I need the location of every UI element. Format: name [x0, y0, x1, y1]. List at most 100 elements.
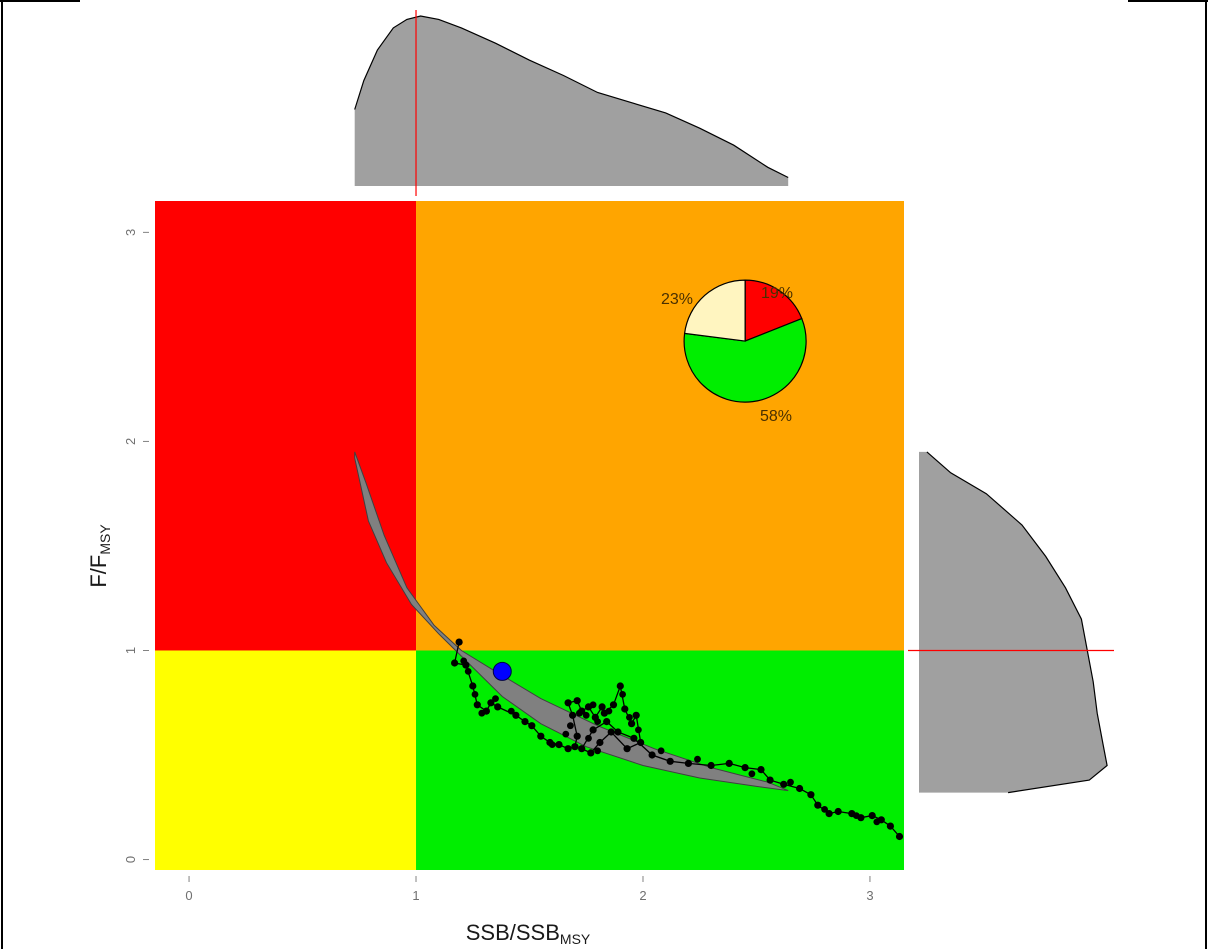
trajectory-point — [630, 734, 638, 742]
trajectory-marker — [460, 657, 468, 665]
trajectory-marker — [873, 818, 881, 826]
trajectory-point — [825, 810, 833, 818]
trajectory-marker — [576, 709, 583, 717]
trajectory-point — [684, 759, 693, 768]
trajectory-point — [868, 812, 876, 820]
trajectory-point — [455, 638, 463, 646]
trajectory-point — [521, 718, 529, 726]
trajectory-point — [807, 791, 815, 799]
trajectory-point — [637, 738, 645, 747]
trajectory-marker — [471, 691, 479, 698]
trajectory-marker — [852, 812, 860, 819]
trajectory-marker — [657, 747, 665, 755]
y-tick-label: 1 — [123, 647, 138, 654]
trajectory-point — [589, 726, 597, 734]
pie-slice — [744, 279, 803, 342]
trajectory-point — [886, 822, 895, 830]
trajectory-marker — [562, 730, 570, 738]
trajectory-point — [571, 743, 579, 751]
trajectory-point — [528, 722, 536, 730]
trajectory-marker — [694, 755, 701, 763]
trajectory-marker — [585, 734, 592, 742]
trajectory-point — [494, 703, 502, 711]
trajectory-marker — [548, 741, 556, 748]
f-marginal-density — [908, 451, 1114, 794]
trajectory-point — [564, 699, 572, 707]
trajectory-point — [607, 728, 615, 736]
trajectory-point — [603, 718, 611, 726]
trajectory-point — [621, 705, 629, 713]
trajectory-point — [573, 697, 581, 705]
trajectory-point — [469, 682, 477, 690]
trajectory-point — [623, 745, 631, 753]
y-tick-label: 2 — [123, 438, 138, 445]
quadrant-overfished-overfishing — [155, 201, 417, 651]
trajectory-point — [814, 801, 822, 809]
ssb-density-fill — [354, 16, 789, 186]
f-density-curve — [926, 451, 1108, 794]
x-axis-ticks: 0 1 2 3 — [185, 876, 874, 903]
ssb-density-curve — [354, 15, 789, 179]
quadrant-healthy-overfishing — [416, 201, 904, 651]
trajectory-marker — [464, 668, 472, 675]
trajectory-point — [512, 711, 520, 719]
trajectory-point — [473, 701, 481, 709]
trajectory-point — [569, 711, 577, 719]
trajectory-point — [487, 699, 495, 707]
trajectory-marker — [594, 718, 601, 725]
trajectory-point — [632, 711, 640, 719]
f-density-fill — [919, 451, 1108, 793]
current-status-point — [492, 661, 512, 681]
y-axis-title: F/FMSY — [86, 524, 113, 588]
trajectory-marker — [619, 691, 626, 698]
pie-slice-label: 19% — [761, 285, 793, 302]
trajectory-marker — [594, 747, 601, 755]
trajectory-marker — [507, 707, 515, 715]
trajectory-point — [834, 807, 842, 816]
x-tick-label: 3 — [866, 888, 873, 903]
y-tick-label: 3 — [123, 229, 138, 236]
trajectory-marker — [635, 726, 642, 734]
trajectory-point — [578, 745, 586, 753]
trajectory-point — [895, 832, 904, 841]
x-axis-title: SSB/SSBMSY — [466, 920, 591, 947]
trajectory-point — [598, 703, 606, 711]
trajectory-point — [725, 759, 733, 768]
pie-slice — [683, 279, 746, 342]
trajectory-point — [780, 780, 788, 788]
x-tick-label: 0 — [185, 888, 192, 903]
pie-slice-label: 23% — [661, 291, 693, 308]
trajectory-point — [537, 732, 545, 740]
trajectory-point — [614, 728, 622, 736]
trajectory-point — [451, 659, 459, 667]
trajectory-marker — [748, 770, 756, 778]
pie-slice — [683, 317, 807, 403]
trajectory-point — [666, 757, 674, 765]
x-tick-label: 2 — [639, 888, 646, 903]
trajectory-point — [628, 720, 636, 728]
trajectory-point — [707, 761, 715, 770]
stock-trajectory — [451, 638, 904, 841]
trajectory-marker — [478, 709, 486, 717]
quadrant-overfished-no-overfishing — [155, 650, 417, 870]
trajectory-marker — [567, 722, 574, 730]
trajectory-point — [757, 766, 765, 774]
y-tick-label: 0 — [123, 856, 138, 863]
trajectory-point — [796, 784, 804, 793]
trajectory-marker — [582, 711, 590, 719]
trajectory-point — [587, 749, 595, 757]
status-pie-chart: 19% 58% 23% — [661, 279, 807, 425]
trajectory-point — [741, 764, 749, 772]
trajectory-marker — [626, 714, 633, 721]
trajectory-marker — [787, 778, 794, 786]
y-axis-ticks: 0 1 2 3 — [123, 229, 149, 863]
trajectory-point — [766, 776, 774, 784]
kobe-quadrants — [155, 201, 904, 870]
trajectory-marker — [821, 806, 828, 813]
trajectory-point — [555, 741, 563, 749]
trajectory-point — [596, 738, 604, 747]
trajectory-point — [573, 732, 581, 740]
trajectory-point — [616, 682, 624, 690]
